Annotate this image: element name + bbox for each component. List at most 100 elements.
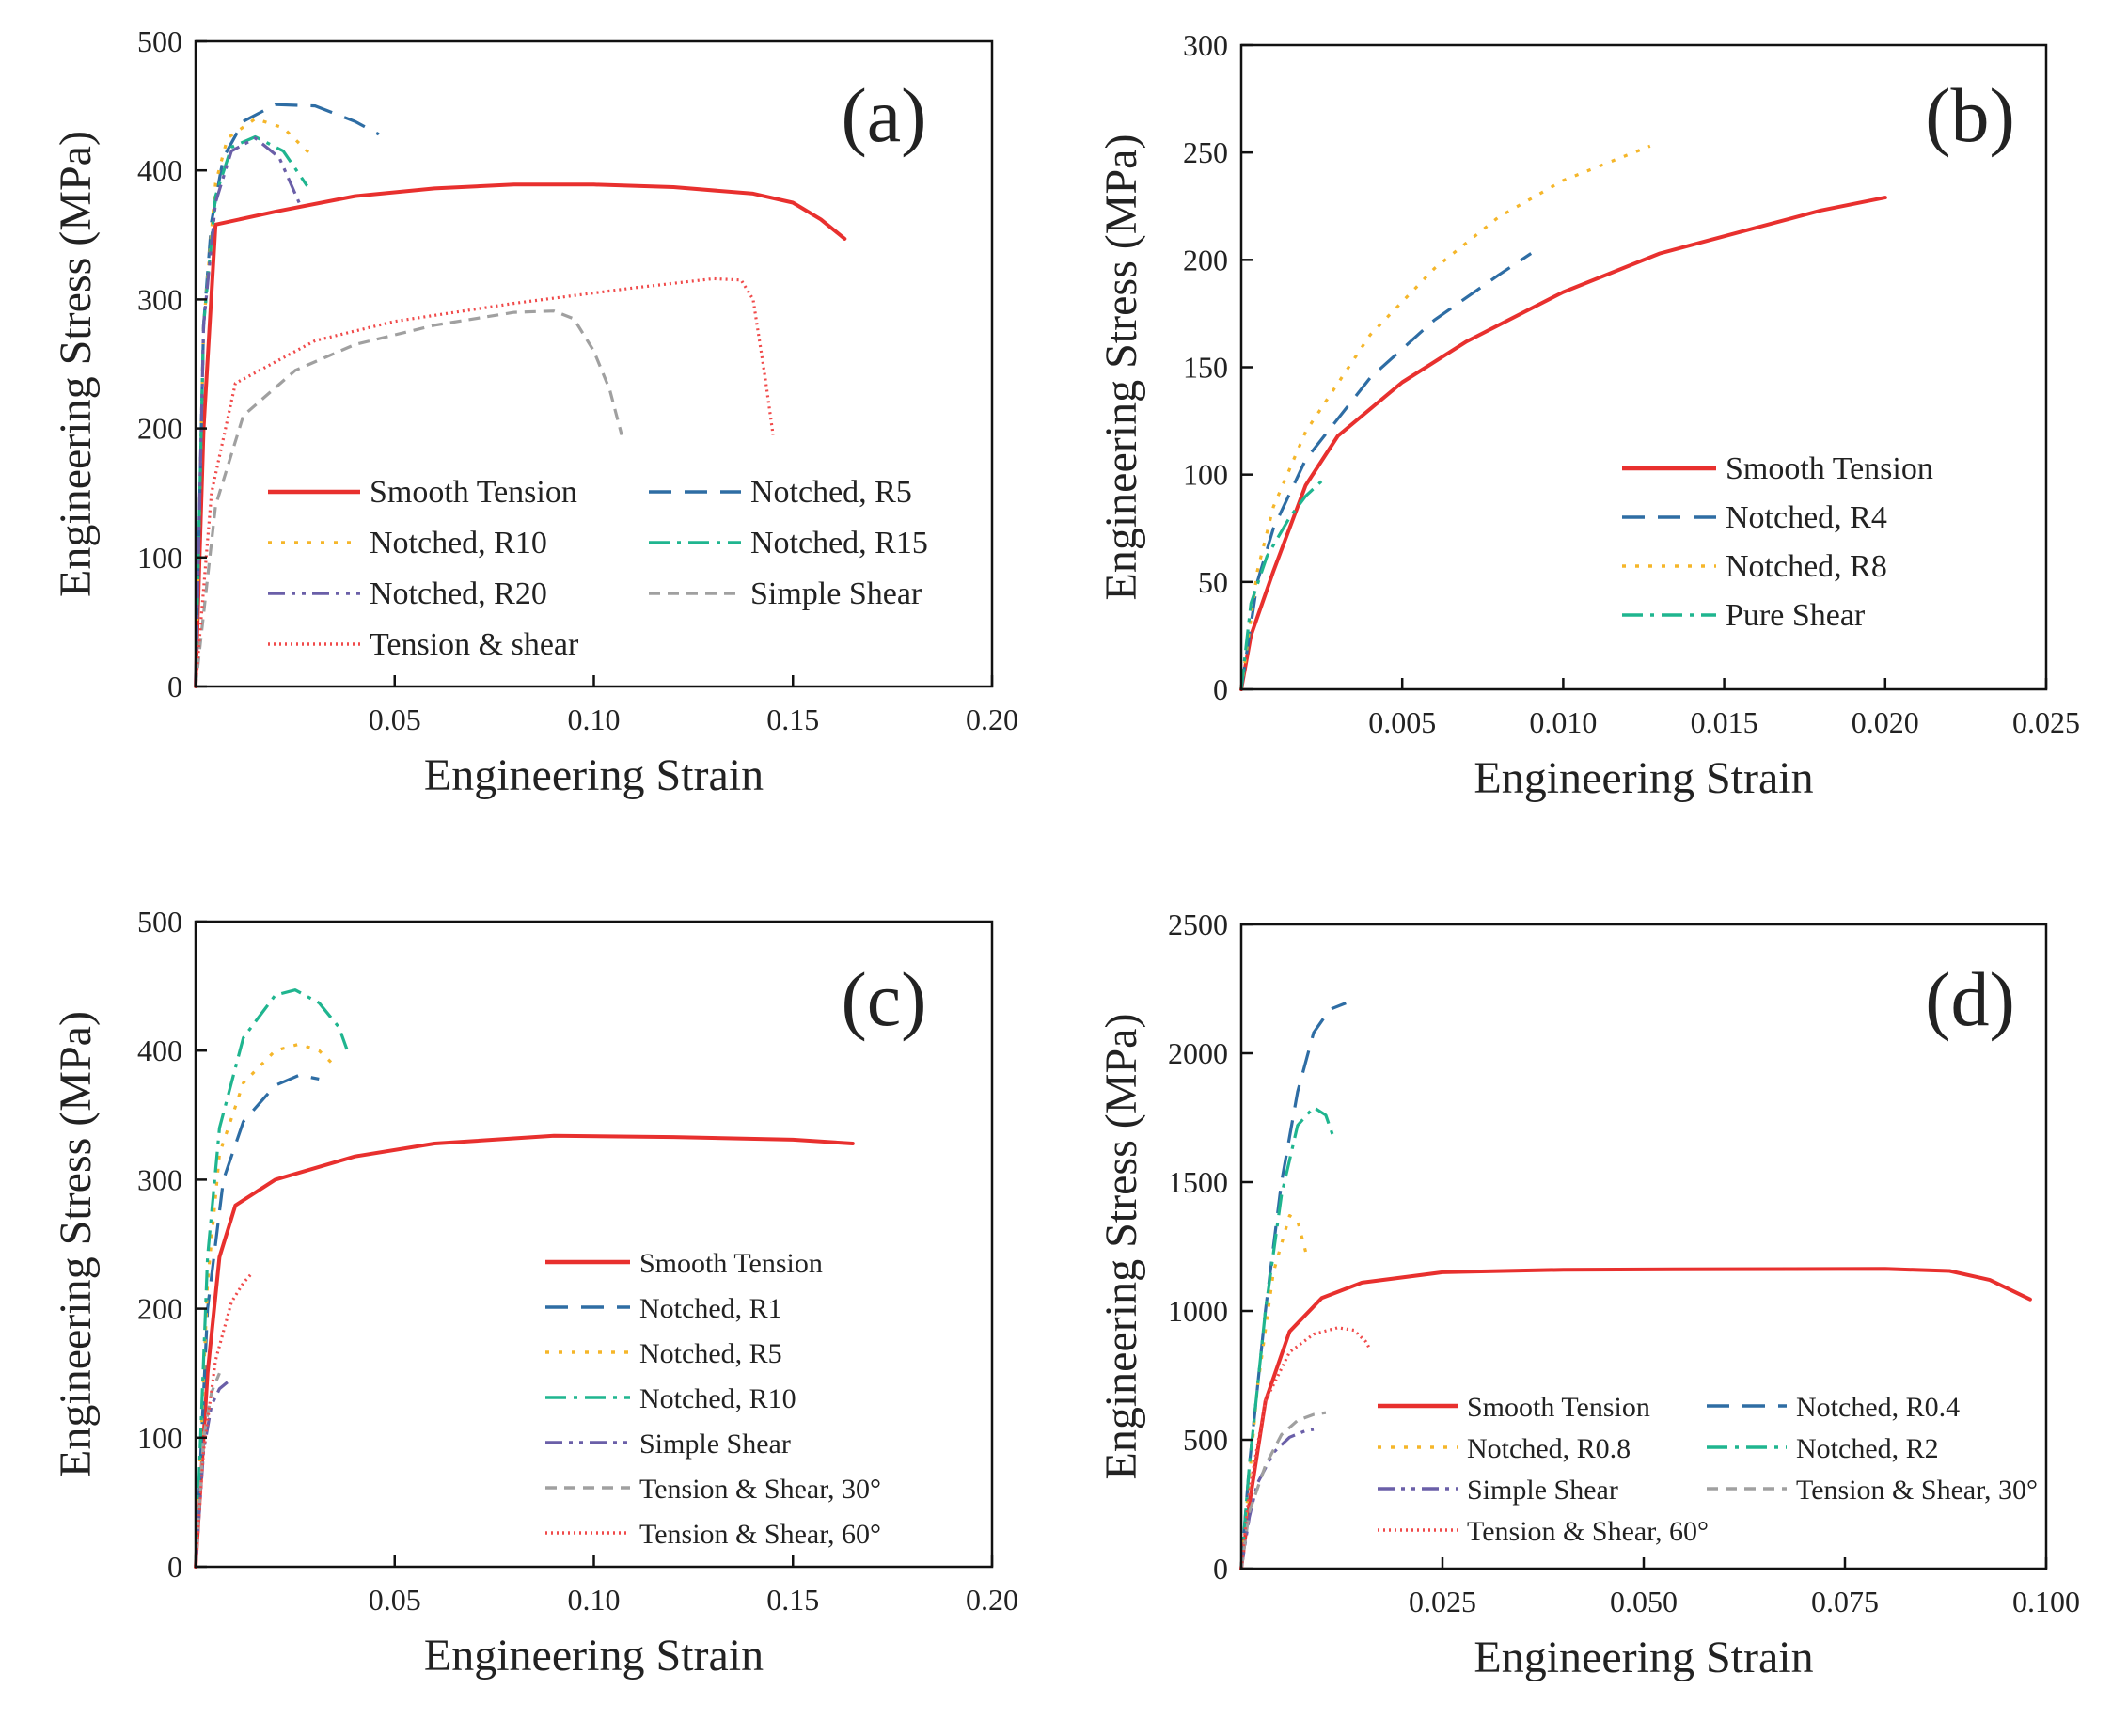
x-tick-label: 0.10 (568, 702, 621, 736)
series-line-notched-r5 (194, 103, 380, 687)
y-tick-label: 300 (137, 1162, 182, 1196)
y-tick-label: 100 (137, 1421, 182, 1455)
legend-entry-label: Simple Shear (750, 576, 922, 611)
x-axis-title: Engineering Strain (1474, 1633, 1813, 1682)
y-tick-label: 500 (137, 24, 182, 58)
y-tick-label: 500 (1183, 1423, 1228, 1457)
series-line-tension-shear-30- (1239, 1411, 1327, 1570)
series-line-smooth-tension (194, 1133, 855, 1569)
y-tick-label: 50 (1198, 565, 1228, 599)
x-axis-title: Engineering Strain (424, 750, 764, 800)
legend-entry-label: Notched, R1 (639, 1293, 782, 1324)
series-line-notched-r5 (194, 1042, 333, 1568)
y-tick-label: 2000 (1168, 1036, 1228, 1070)
legend-entry-label: Notched, R5 (750, 475, 912, 510)
legend-entry-label: Simple Shear (1467, 1475, 1618, 1506)
legend-entry-label: Smooth Tension (370, 475, 577, 510)
legend-entry-label: Notched, R20 (370, 576, 547, 611)
x-tick-label: 0.015 (1691, 705, 1758, 739)
x-tick-label: 0.05 (369, 702, 421, 736)
y-tick-label: 1000 (1168, 1294, 1228, 1328)
legend: Smooth Tension Notched, R0.4 Notched, R0.8… (1378, 1392, 2038, 1547)
y-tick-label: 400 (137, 1034, 182, 1067)
x-tick-label: 0.15 (766, 1583, 819, 1617)
series-line-smooth-tension (1239, 196, 1887, 691)
panel-b: 0 50 100 150 200 250 300 0.005 0.010 0.015 0.020 0.… (1096, 28, 2080, 803)
series-line-notched-r1 (194, 1073, 320, 1568)
x-tick-label: 0.025 (1409, 1585, 1476, 1618)
legend-entry-label: Notched, R4 (1726, 500, 1887, 535)
panel-label: (a) (841, 72, 926, 158)
y-tick-label: 0 (1213, 672, 1228, 706)
x-tick-label: 0.100 (2012, 1585, 2080, 1618)
y-tick-label: 100 (137, 541, 182, 575)
series-line-tension-shear-60- (1239, 1326, 1372, 1570)
series-line-notched-r8 (1239, 144, 1651, 690)
x-tick-label: 0.10 (568, 1583, 621, 1617)
legend-entry-label: Notched, R0.4 (1796, 1392, 1960, 1423)
x-tick-label: 0.20 (966, 1583, 1018, 1617)
panel-label: (c) (841, 956, 926, 1042)
legend-entry-label: Pure Shear (1726, 598, 1866, 633)
legend-entry-label: Notched, R5 (639, 1338, 782, 1369)
y-tick-label: 0 (167, 670, 182, 703)
legend-entry-label: Notched, R10 (639, 1383, 796, 1414)
y-tick-label: 500 (137, 905, 182, 939)
series-line-simple-shear (1239, 1428, 1315, 1570)
series-line-notched-r0-4 (1239, 1002, 1347, 1570)
series-line-simple-shear (194, 1381, 229, 1568)
y-tick-label: 400 (137, 153, 182, 187)
panel-a: 0 100 200 300 400 500 0.05 0.10 0.15 0.20 Engineer… (51, 24, 1018, 800)
y-tick-label: 0 (167, 1550, 182, 1584)
x-tick-label: 0.20 (966, 702, 1018, 736)
y-axis-title: Engineering Stress (MPa) (51, 1011, 101, 1477)
panel-c: 0 100 200 300 400 500 0.05 0.10 0.15 0.20 Engineer… (51, 905, 1018, 1681)
y-tick-label: 2500 (1168, 907, 1228, 941)
series-line-pure-shear (1239, 480, 1323, 690)
y-tick-label: 0 (1213, 1552, 1228, 1586)
x-tick-label: 0.025 (2012, 705, 2080, 739)
legend-entry-label: Tension & Shear, 30° (1796, 1475, 2038, 1506)
series-line-tension-shear-30- (194, 1372, 221, 1568)
legend: Smooth Tension Notched, R1 Notched, R5 Notc… (545, 1248, 881, 1550)
series-line-notched-r4 (1239, 252, 1533, 690)
panel-label: (d) (1925, 956, 2015, 1042)
x-tick-label: 0.050 (1610, 1585, 1678, 1618)
y-axis-title: Engineering Stress (MPa) (51, 131, 101, 597)
legend-entry-label: Simple Shear (639, 1428, 791, 1460)
y-tick-label: 1500 (1168, 1165, 1228, 1199)
panel-d: 0 500 1000 1500 2000 2500 0.025 0.050 0.075 0.100… (1096, 907, 2080, 1682)
legend-entry-label: Notched, R8 (1726, 549, 1887, 584)
legend-entry-label: Tension & shear (370, 627, 579, 662)
legend: Smooth Tension Notched, R5 Notched, R10 Not… (268, 475, 928, 662)
x-axis-title: Engineering Strain (1474, 753, 1813, 803)
x-tick-label: 0.15 (766, 702, 819, 736)
y-tick-label: 200 (137, 412, 182, 446)
y-tick-label: 200 (137, 1292, 182, 1326)
x-tick-label: 0.020 (1852, 705, 1919, 739)
y-tick-label: 100 (1183, 458, 1228, 492)
x-tick-label: 0.05 (369, 1583, 421, 1617)
y-tick-label: 250 (1183, 135, 1228, 169)
y-axis-title: Engineering Stress (MPa) (1096, 1014, 1146, 1480)
y-tick-label: 300 (1183, 28, 1228, 62)
legend-entry-label: Tension & Shear, 30° (639, 1474, 881, 1505)
legend-entry-label: Smooth Tension (1467, 1392, 1650, 1423)
series-line-simple-shear (194, 309, 623, 687)
x-tick-label: 0.010 (1529, 705, 1597, 739)
series-line-tension-shear-60- (194, 1272, 253, 1568)
series-line-smooth-tension (194, 182, 847, 688)
legend-entry-label: Tension & Shear, 60° (639, 1519, 881, 1550)
series-line-notched-r10 (194, 117, 312, 687)
legend-entry-label: Tension & Shear, 60° (1467, 1516, 1709, 1547)
panel-label: (b) (1925, 72, 2015, 158)
series-line-notched-r20 (194, 136, 301, 687)
y-tick-label: 200 (1183, 243, 1228, 276)
x-axis-title: Engineering Strain (424, 1631, 764, 1681)
legend: Smooth Tension Notched, R4 Notched, R8 Pure… (1622, 451, 1933, 633)
legend-entry-label: Notched, R0.8 (1467, 1433, 1631, 1464)
x-tick-label: 0.075 (1811, 1585, 1879, 1618)
y-tick-label: 300 (137, 282, 182, 316)
legend-entry-label: Smooth Tension (1726, 451, 1933, 486)
